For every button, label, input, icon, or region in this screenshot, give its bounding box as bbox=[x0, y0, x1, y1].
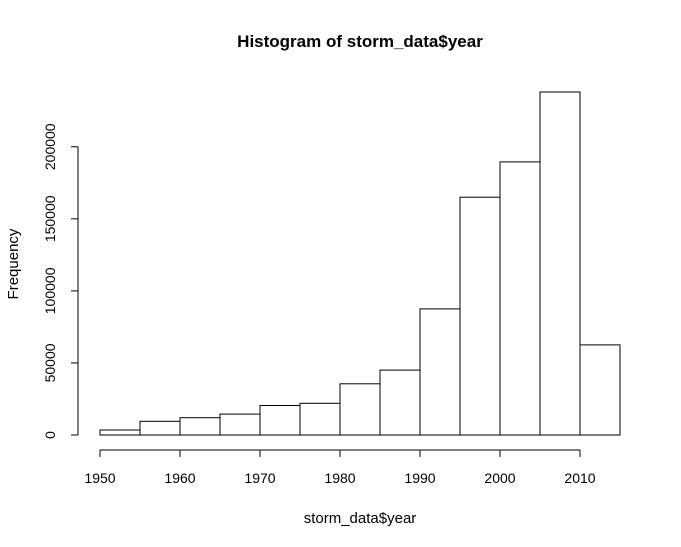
bars-group bbox=[99, 91, 621, 436]
histogram-bar-2005 bbox=[539, 91, 581, 436]
x-axis-label: storm_data$year bbox=[304, 510, 417, 527]
histogram-bar-1970 bbox=[259, 405, 301, 436]
histogram-bar-1995 bbox=[459, 196, 501, 436]
y-tick-label-200000: 200000 bbox=[42, 123, 58, 170]
x-axis: 1950 1960 1970 1980 1990 2000 2010 bbox=[84, 449, 596, 486]
y-axis-label: Frequency bbox=[5, 228, 22, 299]
histogram-bar-1980 bbox=[339, 383, 381, 436]
histogram-bar-1955 bbox=[139, 420, 181, 436]
y-tick-label-0: 0 bbox=[42, 431, 58, 439]
histogram-bar-1960 bbox=[179, 417, 221, 436]
x-tick-label-1960: 1960 bbox=[164, 470, 195, 486]
histogram-bar-1985 bbox=[379, 369, 421, 436]
histogram-bar-1950 bbox=[99, 429, 141, 436]
x-tick-label-1970: 1970 bbox=[244, 470, 275, 486]
x-tick-label-2000: 2000 bbox=[484, 470, 515, 486]
x-tick-label-1990: 1990 bbox=[404, 470, 435, 486]
x-tick-label-1950: 1950 bbox=[84, 470, 115, 486]
y-tick-label-150000: 150000 bbox=[42, 195, 58, 242]
y-tick-label-100000: 100000 bbox=[42, 267, 58, 314]
y-tick-label-50000: 50000 bbox=[42, 343, 58, 382]
histogram-bar-1965 bbox=[219, 413, 261, 436]
x-tick-label-2010: 2010 bbox=[564, 470, 595, 486]
histogram-bar-2000 bbox=[499, 161, 541, 436]
x-tick-label-1980: 1980 bbox=[324, 470, 355, 486]
histogram-bar-2010 bbox=[579, 344, 621, 436]
histogram-bar-1975 bbox=[299, 402, 341, 436]
histogram-bar-1990 bbox=[419, 308, 461, 436]
chart-title: Histogram of storm_data$year bbox=[237, 32, 483, 51]
y-axis: 0 50000 100000 150000 200000 bbox=[42, 123, 79, 439]
